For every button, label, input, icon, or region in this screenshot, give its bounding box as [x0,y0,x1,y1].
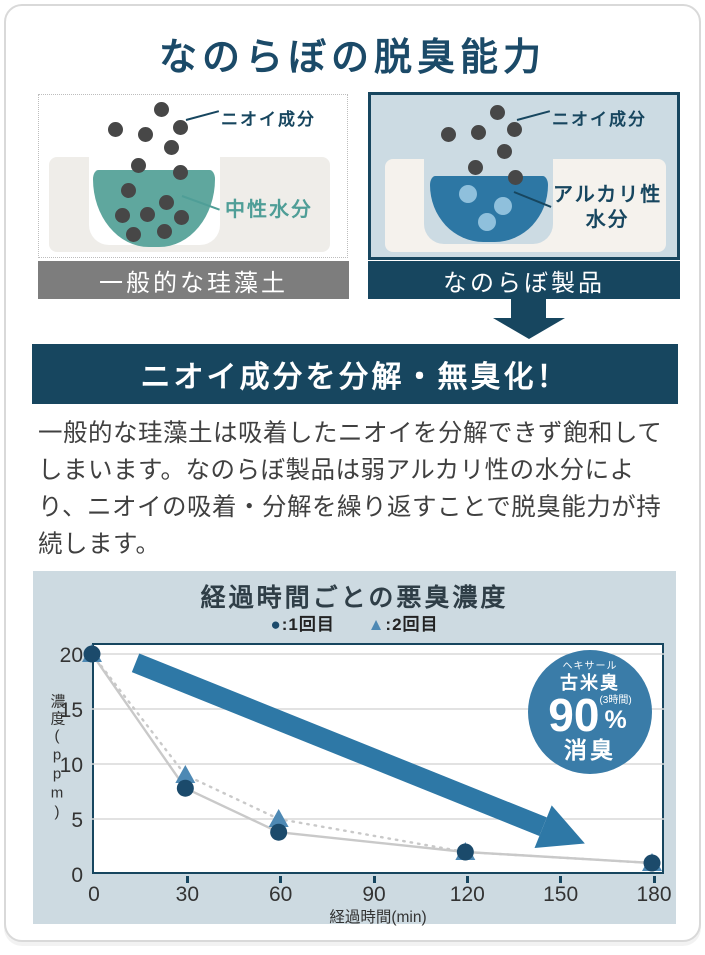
chart-panel: 経過時間ごとの悪臭濃度 ●:1回目 ▲:2回目 濃度(ppm) 経過時間(min… [33,571,676,926]
chart-title: 経過時間ごとの悪臭濃度 [200,584,509,612]
description-text: 一般的な珪藻土は吸着したニオイを分解できず飽和してしまいます。なのらぼ製品は弱ア… [38,420,663,558]
page-title: なのらぼの脱臭能力 [158,37,546,79]
alkaline-water-label: アルカリ性 水分 [553,184,663,231]
x-tick-label: 180 [636,883,672,906]
y-tick-label: 15 [59,699,83,722]
caption-nanolabo-product: なのらぼ製品 [368,261,680,299]
trend-arrow-shaft [131,653,547,836]
odor-particle [115,208,130,223]
pointer-line [185,110,220,121]
y-tick-label: 0 [71,864,83,887]
axis-tick [279,876,283,883]
legend-label: :1回目 [281,615,335,634]
deodorize-badge: ヘキサール 古米臭 90 (3時間) % 消臭 [528,650,652,774]
odor-particle [471,125,486,140]
odor-particle [121,183,136,198]
odor-particle [173,120,188,135]
x-tick-label: 60 [268,883,293,906]
down-arrow-icon [511,299,546,318]
water-bubble [478,213,496,231]
x-tick-label: 120 [449,883,485,906]
odor-particle [126,227,141,242]
data-point-circle [456,843,474,861]
diagram-nanolabo-product: ニオイ成分 アルカリ性 水分 [368,92,680,260]
odor-particle [173,165,188,180]
neutral-water-label: 中性水分 [225,199,313,221]
odor-particle [508,170,523,185]
legend-item-series1: ●:1回目 [270,615,334,634]
badge-value-row: 90 (3時間) % [548,689,632,741]
headline-banner: ニオイ成分を分解・無臭化！ [32,344,678,404]
odor-particle [490,105,505,120]
x-axis-title: 経過時間(min) [329,909,427,926]
legend-item-series2: ▲:2回目 [368,615,439,634]
y-tick-label: 20 [59,644,83,667]
axis-tick [185,876,189,883]
x-tick-label: 90 [362,883,386,906]
diagram-generic-diatomite: ニオイ成分 中性水分 [38,94,348,258]
caption-generic-diatomite: 一般的な珪藻土 [38,261,349,299]
odor-particle [159,195,174,210]
axis-tick [465,876,469,883]
odor-particle [497,144,512,159]
x-tick-label: 150 [543,883,579,906]
badge-action: 消臭 [564,737,616,763]
odor-particle [154,102,169,117]
odor-component-label: ニオイ成分 [221,110,316,129]
odor-particle [140,207,155,222]
badge-brand: ヘキサール [562,661,618,672]
axis-tick [559,876,563,883]
odor-particle [131,158,146,173]
data-point-circle [270,823,288,841]
odor-particle [441,127,456,142]
x-tick-label: 0 [88,883,100,906]
pointer-line [516,110,551,121]
odor-particle [138,127,153,142]
odor-component-label: ニオイ成分 [552,110,647,129]
y-tick-label: 10 [59,754,83,777]
axis-tick [372,876,376,883]
odor-particle [164,140,179,155]
odor-particle [507,122,522,137]
odor-particle [468,160,483,175]
badge-duration: (3時間) [599,695,632,706]
chart-legend: ●:1回目 ▲:2回目 [33,610,676,635]
y-axis-title: 濃度(ppm) [48,693,66,823]
badge-value: 90 [548,689,600,741]
data-point-circle [176,779,194,797]
x-tick-label: 30 [175,883,200,906]
odor-particle [108,122,123,137]
infographic-card: なのらぼの脱臭能力 ニオイ成分 中性水分 ニオイ成分 アルカリ性 水分 一般的な… [4,4,701,942]
odor-particle [157,224,172,239]
legend-label: :2回目 [385,615,439,634]
circle-marker-icon: ● [270,615,282,634]
trend-arrow-head [534,805,585,849]
down-arrow-icon [493,318,565,339]
data-point-triangle [268,809,289,827]
data-point-circle [643,854,661,872]
axis-tick [652,876,656,883]
data-point-triangle [175,765,196,783]
water-bubble [459,185,477,203]
y-tick-label: 5 [71,809,83,832]
data-point-circle [83,645,101,663]
badge-odor: 古米臭 [560,673,620,693]
odor-particle [174,210,189,225]
badge-unit: % [604,706,627,734]
water-bubble [494,197,512,215]
triangle-marker-icon: ▲ [367,615,386,634]
